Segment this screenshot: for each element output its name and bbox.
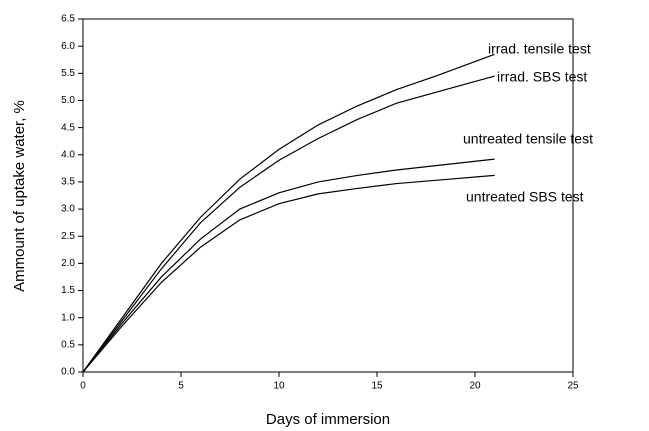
y-tick-label: 2.0: [61, 258, 75, 269]
y-axis-label: Ammount of uptake water, %: [11, 100, 28, 292]
y-tick-label: 1.0: [61, 312, 75, 323]
x-tick-label: 25: [567, 381, 579, 392]
series-label: irrad. SBS test: [497, 69, 587, 85]
y-tick-label: 3.0: [61, 204, 75, 215]
y-tick-label: 0.5: [61, 339, 75, 350]
series-line: [82, 53, 495, 373]
x-tick-label: 20: [469, 381, 481, 392]
y-tick-label: 3.5: [61, 177, 75, 188]
x-tick-label: 0: [80, 381, 86, 392]
x-tick-label: 10: [273, 381, 285, 392]
y-tick-label: 5.0: [61, 95, 75, 106]
y-tick-label: 5.5: [61, 68, 75, 79]
y-tick-label: 0.0: [61, 367, 75, 378]
series-line: [82, 174, 495, 373]
x-axis-label: Days of immersion: [266, 411, 390, 428]
x-tick-label: 15: [371, 381, 383, 392]
series-label: irrad. tensile test: [488, 41, 591, 57]
series-line: [82, 158, 495, 373]
y-tick-label: 6.0: [61, 41, 75, 52]
series-label: untreated tensile test: [463, 131, 593, 147]
plot-frame: [82, 18, 574, 373]
series-label: untreated SBS test: [466, 189, 584, 205]
y-tick-label: 4.5: [61, 122, 75, 133]
series-line: [82, 75, 495, 373]
y-tick-label: 1.5: [61, 285, 75, 296]
x-tick-label: 5: [178, 381, 184, 392]
y-tick-label: 6.5: [61, 14, 75, 25]
y-tick-label: 2.5: [61, 231, 75, 242]
y-tick-label: 4.0: [61, 149, 75, 160]
